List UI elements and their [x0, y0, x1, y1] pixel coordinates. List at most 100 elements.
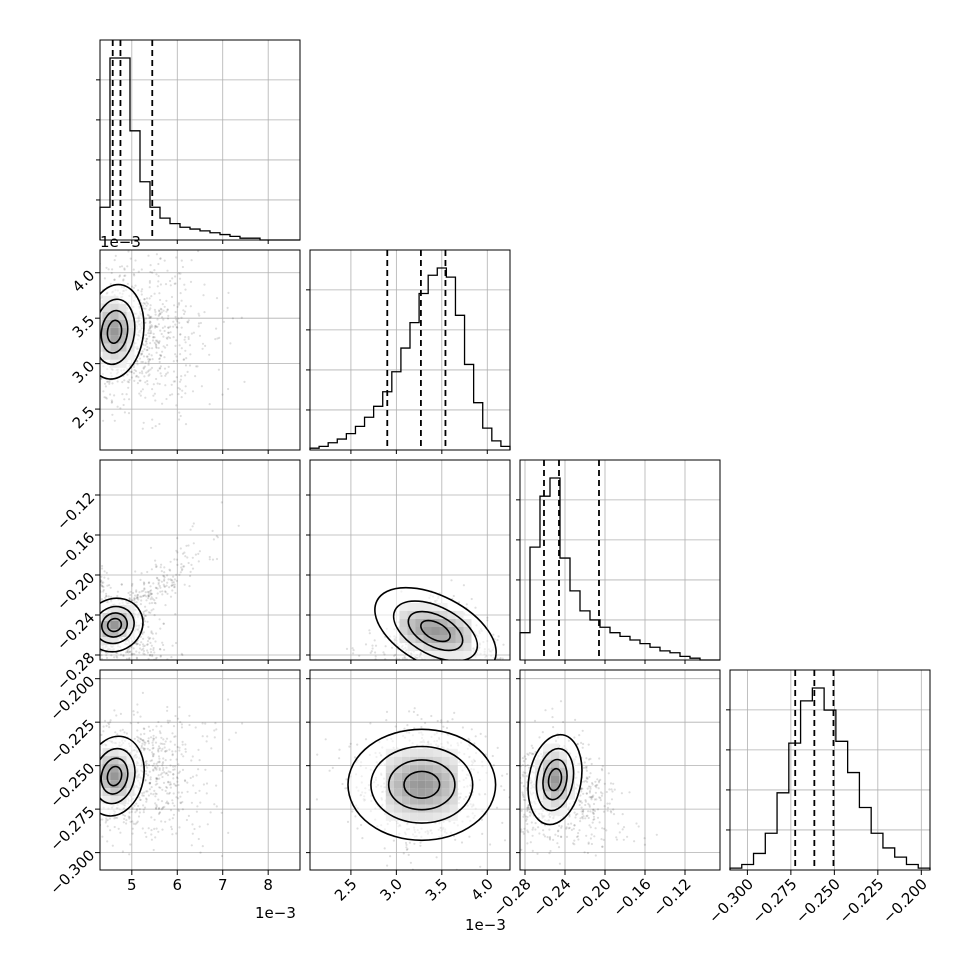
- scatter-point: [312, 693, 314, 695]
- scatter-point: [151, 632, 154, 635]
- scatter-point: [127, 651, 130, 654]
- scatter-point: [169, 560, 172, 563]
- scatter-point: [141, 738, 144, 742]
- scatter-point: [130, 652, 133, 656]
- scatter-point: [197, 325, 200, 328]
- scatter-point: [197, 312, 200, 315]
- scatter-point: [220, 769, 223, 773]
- scatter-point: [150, 759, 154, 762]
- scatter-point: [188, 723, 191, 727]
- scatter-point: [355, 681, 357, 683]
- scatter-point: [96, 572, 98, 574]
- scatter-point: [159, 307, 162, 310]
- scatter-point: [420, 725, 423, 729]
- scatter-point: [166, 699, 168, 701]
- scatter-point: [157, 309, 161, 312]
- scatter-point: [141, 233, 143, 235]
- scatter-point: [221, 393, 224, 396]
- scatter-point: [172, 773, 175, 776]
- scatter-point: [156, 577, 159, 580]
- scatter-point: [190, 259, 193, 262]
- scatter-point: [184, 341, 187, 344]
- scatter-point: [348, 745, 351, 748]
- scatter-point: [380, 665, 382, 667]
- scatter-point: [415, 662, 417, 664]
- scatter-point: [94, 337, 96, 339]
- scatter-point: [173, 583, 176, 586]
- scatter-point: [128, 853, 131, 856]
- scatter-point: [220, 811, 223, 814]
- scatter-point: [175, 796, 178, 799]
- scatter-point: [177, 272, 180, 275]
- scatter-point: [151, 418, 154, 421]
- scatter-point: [538, 832, 541, 835]
- scatter-point: [534, 699, 536, 701]
- scatter-point: [133, 368, 136, 372]
- scatter-point: [179, 353, 182, 356]
- scatter-point: [164, 750, 167, 753]
- scatter-point: [101, 581, 104, 585]
- scatter-point: [501, 657, 504, 660]
- scatter-point: [168, 791, 171, 794]
- scatter-point: [499, 657, 502, 660]
- scatter-point: [180, 726, 184, 729]
- scatter-point: [170, 584, 173, 588]
- scatter-point: [173, 586, 176, 589]
- scatter-point: [620, 792, 624, 795]
- scatter-point: [109, 719, 112, 722]
- scatter-point: [141, 742, 144, 745]
- scatter-point: [148, 581, 151, 584]
- scatter-point: [170, 679, 172, 681]
- scatter-point: [166, 344, 169, 347]
- scatter-point: [142, 811, 145, 814]
- scatter-point: [167, 326, 170, 329]
- scatter-point: [131, 584, 134, 587]
- scatter-point: [148, 308, 151, 311]
- scatter-point: [204, 768, 207, 771]
- scatter-point: [158, 310, 161, 313]
- scatter-point: [109, 282, 112, 286]
- scatter-point: [206, 823, 209, 826]
- scatter-point: [126, 380, 129, 383]
- scatter-point: [94, 266, 96, 268]
- scatter-point: [172, 725, 176, 728]
- scatter-point: [146, 740, 149, 743]
- scatter-point: [492, 764, 495, 767]
- scatter-point: [446, 720, 449, 723]
- scatter-point: [169, 284, 172, 287]
- scatter-point: [188, 714, 191, 717]
- scatter-point: [146, 570, 149, 574]
- scatter-point: [110, 595, 113, 599]
- scatter-point: [214, 690, 216, 692]
- scatter-point: [129, 257, 132, 260]
- contour-line: [347, 728, 497, 842]
- scatter-point: [172, 813, 175, 816]
- scatter-point: [601, 845, 604, 848]
- scatter-point: [181, 740, 184, 744]
- scatter-point: [107, 661, 109, 663]
- scatter-point: [411, 688, 413, 690]
- scatter-point: [208, 555, 211, 559]
- scatter-point: [169, 325, 172, 328]
- scatter-point: [212, 538, 215, 541]
- scatter-point: [154, 343, 157, 346]
- scatter-point: [183, 551, 186, 554]
- scatter-point: [131, 820, 134, 823]
- scatter-point: [125, 393, 128, 396]
- scatter-point: [431, 667, 433, 669]
- pair-panel-3-0: [99, 669, 301, 871]
- scatter-point: [173, 735, 176, 739]
- scatter-point: [153, 818, 156, 821]
- scatter-point: [125, 657, 128, 660]
- scatter-point: [149, 792, 153, 795]
- scatter-point: [346, 693, 348, 695]
- scatter-point: [606, 806, 610, 809]
- scatter-point: [150, 631, 153, 634]
- scatter-point: [138, 796, 141, 799]
- scatter-point: [152, 383, 155, 386]
- scatter-point: [146, 355, 149, 358]
- scatter-point: [492, 633, 495, 636]
- scatter-point: [135, 802, 138, 805]
- scatter-point: [126, 650, 129, 654]
- scatter-point: [180, 753, 183, 756]
